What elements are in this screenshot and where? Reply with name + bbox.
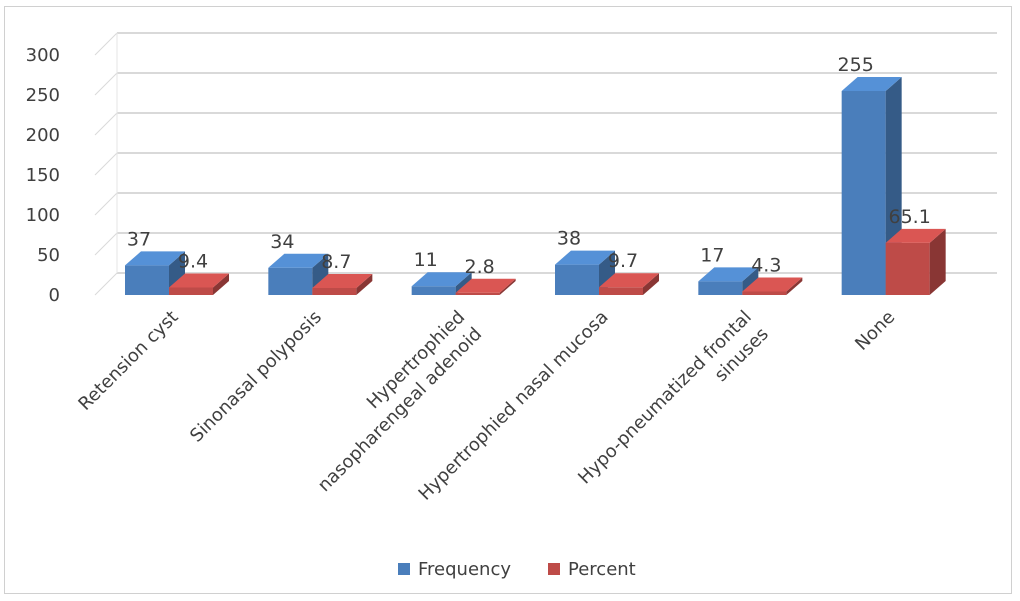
legend-label-percent: Percent bbox=[568, 559, 636, 580]
gridline-depth bbox=[94, 72, 118, 96]
gridline-depth bbox=[94, 152, 118, 176]
bar-top bbox=[268, 253, 329, 268]
legend-label-frequency: Frequency bbox=[418, 559, 511, 580]
bar-top bbox=[169, 273, 229, 288]
y-tick-label: 300 bbox=[26, 45, 60, 66]
x-category-label: Retension cyst bbox=[74, 307, 182, 415]
bar-front bbox=[169, 287, 213, 295]
bar-front bbox=[555, 264, 599, 295]
data-label-percent: 9.4 bbox=[178, 250, 208, 272]
bar-front bbox=[599, 287, 643, 295]
x-category-label: Sinonasal polyposis bbox=[186, 307, 326, 447]
bar-top bbox=[841, 77, 902, 91]
data-label-frequency: 34 bbox=[270, 231, 294, 253]
bar-front bbox=[125, 265, 169, 295]
data-label-percent: 8.7 bbox=[321, 251, 351, 273]
y-tick-label: 150 bbox=[26, 165, 60, 186]
bar-top bbox=[312, 274, 373, 289]
y-tick-label: 250 bbox=[26, 85, 60, 106]
legend-swatch-percent bbox=[548, 563, 560, 575]
data-label-percent: 65.1 bbox=[889, 206, 931, 228]
gridline-depth bbox=[94, 192, 118, 216]
bar-percent-3 bbox=[599, 273, 659, 295]
gridline-depth bbox=[94, 272, 118, 296]
bar-frequency-2 bbox=[411, 272, 472, 295]
data-label-frequency: 11 bbox=[414, 249, 438, 271]
bar-layer bbox=[125, 77, 946, 295]
bar-top bbox=[455, 278, 516, 293]
bar-frequency-0 bbox=[125, 251, 185, 295]
bar-side bbox=[499, 278, 516, 295]
gridline-depth bbox=[94, 112, 118, 136]
data-label-frequency: 37 bbox=[127, 228, 151, 250]
bar-front bbox=[411, 286, 456, 295]
data-label-frequency: 255 bbox=[838, 54, 874, 76]
x-category-label: Hypo-pneumatized frontalsinuses bbox=[574, 307, 773, 506]
bar-percent-4 bbox=[742, 277, 803, 295]
data-label-frequency: 38 bbox=[557, 228, 581, 250]
legend-layer: Frequency Percent bbox=[398, 559, 636, 580]
label-layer: 37 34 11 38 17 255 9.4 8.7 2.8 9.7 4.3 65.1 bbox=[127, 54, 931, 278]
data-label-frequency: 17 bbox=[700, 244, 724, 266]
bar-front bbox=[455, 292, 500, 295]
bar-top bbox=[555, 250, 615, 265]
chart-frame bbox=[4, 6, 1012, 594]
bar-front bbox=[841, 91, 886, 295]
bar-percent-1 bbox=[312, 274, 373, 295]
data-label-percent: 2.8 bbox=[465, 256, 495, 278]
gridline-depth bbox=[94, 232, 118, 256]
data-label-percent: 4.3 bbox=[751, 255, 781, 277]
bar-front bbox=[885, 242, 930, 295]
bar-top bbox=[742, 277, 803, 292]
data-label-percent: 9.7 bbox=[608, 250, 638, 272]
bar-side bbox=[929, 228, 946, 295]
bar-front bbox=[742, 291, 787, 295]
x-category-label-line: Hypo-pneumatized frontal bbox=[574, 307, 756, 489]
y-tick-label: 50 bbox=[37, 245, 60, 266]
bar-top bbox=[411, 272, 472, 287]
x-category-label: None bbox=[851, 307, 899, 355]
bar-percent-5 bbox=[885, 228, 946, 295]
bar-top bbox=[698, 267, 759, 282]
bar-frequency-3 bbox=[555, 250, 615, 295]
x-category-label-line: None bbox=[851, 307, 899, 355]
gridline-depth bbox=[94, 32, 118, 56]
y-tick-label: 0 bbox=[49, 285, 60, 306]
bar-side bbox=[786, 277, 803, 295]
bar-side bbox=[213, 273, 229, 295]
bar-side bbox=[356, 274, 373, 295]
bar-percent-2 bbox=[455, 278, 516, 295]
bar-top bbox=[599, 273, 659, 288]
legend-swatch-frequency bbox=[398, 563, 410, 575]
bar-frequency-1 bbox=[268, 253, 329, 295]
bar-side bbox=[643, 273, 659, 295]
bar-percent-0 bbox=[169, 273, 229, 295]
bar-front bbox=[268, 267, 313, 295]
y-tick-label: 100 bbox=[26, 205, 60, 226]
bar-top bbox=[885, 228, 946, 243]
bar-front bbox=[698, 281, 743, 295]
x-category-label-line: Retension cyst bbox=[74, 307, 182, 415]
x-category-label-line: Sinonasal polyposis bbox=[186, 307, 326, 447]
bar-top bbox=[125, 251, 185, 266]
y-tick-label: 200 bbox=[26, 125, 60, 146]
bar-front bbox=[312, 288, 357, 295]
